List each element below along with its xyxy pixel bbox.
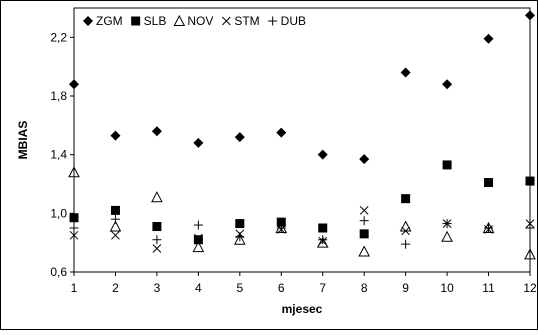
- point-slb: [235, 219, 245, 229]
- point-slb: [152, 222, 162, 232]
- point-dub: [525, 223, 535, 233]
- legend-marker-dub: [268, 16, 278, 26]
- point-dub: [152, 235, 162, 245]
- x-tick-label: 8: [361, 281, 368, 295]
- y-tick-label: 2,2: [50, 30, 67, 44]
- legend-label-dub: DUB: [281, 14, 306, 28]
- point-zgm: [317, 149, 328, 160]
- point-dub: [484, 223, 494, 233]
- point-zgm: [400, 67, 411, 78]
- point-slb: [442, 160, 452, 170]
- point-zgm: [442, 79, 453, 90]
- point-nov: [441, 230, 453, 242]
- point-nov: [233, 233, 246, 245]
- legend-marker-stm: [221, 16, 231, 26]
- point-slb: [525, 176, 535, 186]
- point-zgm: [69, 79, 79, 90]
- plot-area: [73, 7, 531, 273]
- y-axis: 0,6 1,0 1,4 1,8 2,2: [50, 30, 74, 279]
- y-tick-label: 1,8: [50, 89, 67, 103]
- point-stm: [194, 233, 203, 243]
- point-nov: [109, 220, 122, 232]
- x-tick-label: 7: [319, 281, 326, 295]
- point-zgm: [151, 126, 162, 137]
- series-layer: [68, 10, 536, 260]
- point-slb: [484, 178, 494, 188]
- point-slb: [318, 223, 328, 233]
- y-tick-label: 1,0: [50, 206, 67, 220]
- legend: ZGM SLB NOV STM DUB: [83, 14, 306, 28]
- point-zgm: [193, 137, 204, 148]
- point-dub: [318, 235, 328, 245]
- point-nov: [151, 191, 163, 203]
- point-slb: [69, 213, 79, 223]
- point-dub: [401, 239, 411, 249]
- point-slb: [359, 229, 369, 239]
- point-nov: [192, 240, 205, 253]
- point-slb: [401, 194, 411, 204]
- x-axis: 1 2 3 4 5 6 7 8 9 10 11 12: [71, 272, 537, 295]
- point-dub: [235, 232, 245, 242]
- x-tick-label: 6: [278, 281, 285, 295]
- point-nov: [68, 166, 80, 178]
- legend-label-zgm: ZGM: [96, 14, 123, 28]
- point-stm: [401, 226, 410, 236]
- legend-marker-zgm: [83, 16, 93, 26]
- point-dub: [442, 219, 452, 229]
- legend-label-stm: STM: [234, 14, 259, 28]
- x-tick-label: 12: [523, 281, 537, 295]
- point-nov: [358, 245, 371, 257]
- point-dub: [193, 220, 203, 230]
- x-tick-label: 1: [71, 281, 78, 295]
- legend-marker-nov: [173, 14, 186, 26]
- legend-label-nov: NOV: [187, 14, 213, 28]
- legend-label-slb: SLB: [144, 14, 167, 28]
- point-zgm: [483, 33, 494, 44]
- point-dub: [276, 223, 286, 233]
- point-nov: [524, 248, 536, 260]
- legend-marker-slb: [131, 16, 141, 26]
- series-zgm: [69, 10, 535, 165]
- y-tick-label: 0,6: [50, 265, 67, 279]
- point-dub: [110, 214, 120, 224]
- x-axis-title: mjesec: [282, 302, 323, 316]
- x-tick-label: 9: [402, 281, 409, 295]
- point-zgm: [525, 10, 535, 21]
- point-stm: [69, 230, 79, 240]
- x-tick-label: 4: [195, 281, 202, 295]
- point-stm: [111, 230, 120, 240]
- point-zgm: [234, 132, 245, 143]
- point-dub: [69, 223, 79, 233]
- point-dub: [359, 216, 369, 226]
- point-slb: [193, 235, 203, 245]
- point-nov: [316, 236, 329, 248]
- x-tick-label: 11: [482, 281, 495, 295]
- point-stm: [359, 206, 369, 215]
- x-tick-label: 3: [154, 281, 161, 295]
- y-tick-label: 1,4: [50, 148, 67, 162]
- x-tick-label: 2: [112, 281, 119, 295]
- point-zgm: [276, 127, 287, 138]
- x-tick-label: 5: [236, 281, 243, 295]
- series-dub: [69, 214, 535, 249]
- y-axis-title: MBIAS: [16, 121, 30, 160]
- point-zgm: [359, 154, 370, 165]
- point-slb: [110, 205, 120, 215]
- x-tick-label: 10: [440, 281, 454, 295]
- point-stm: [152, 244, 162, 253]
- point-zgm: [110, 130, 121, 141]
